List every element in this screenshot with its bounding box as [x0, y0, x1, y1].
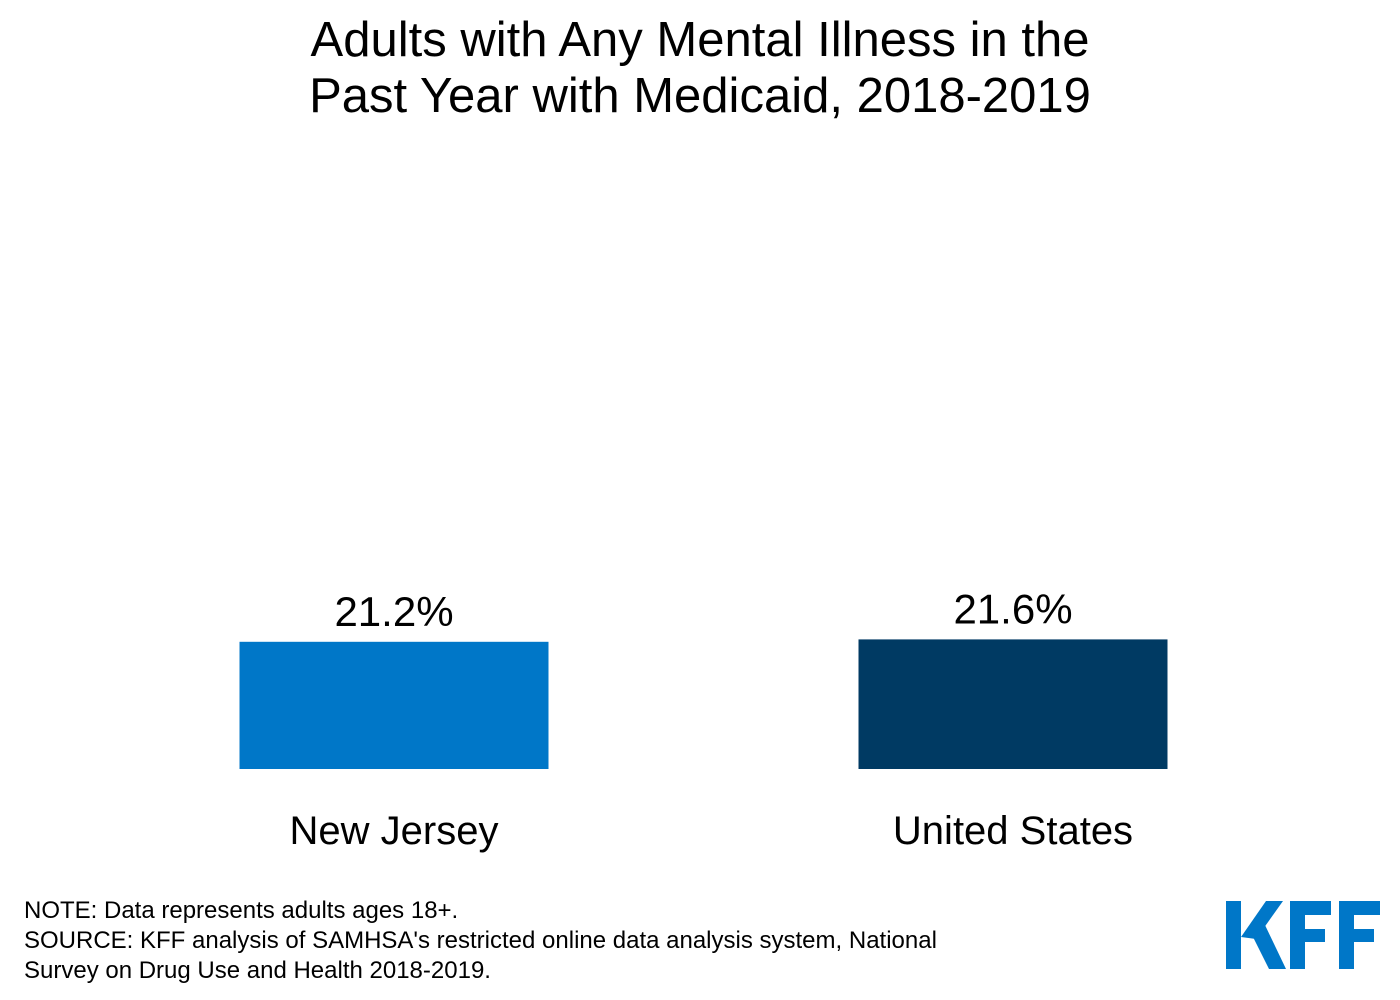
category-label-new-jersey: New Jersey	[290, 809, 499, 853]
bar-new-jersey	[239, 641, 549, 769]
source-text-line-2: Survey on Drug Use and Health 2018-2019.	[24, 957, 491, 984]
chart-title: Adults with Any Mental Illness in the Pa…	[0, 12, 1400, 124]
data-label-united-states: 21.6%	[953, 585, 1072, 632]
category-label-united-states: United States	[893, 809, 1133, 853]
data-label-new-jersey: 21.2%	[334, 588, 453, 635]
bar-united-states	[858, 639, 1168, 769]
kff-logo	[1226, 901, 1380, 969]
chart-title-line-1: Adults with Any Mental Illness in the	[310, 13, 1090, 67]
source-text-line-1: SOURCE: KFF analysis of SAMHSA's restric…	[24, 927, 937, 954]
kff-logo-glyphs	[1226, 901, 1380, 969]
note-text: NOTE: Data represents adults ages 18+.	[24, 897, 459, 924]
chart-footnote: NOTE: Data represents adults ages 18+. S…	[24, 896, 1174, 986]
chart-title-line-2: Past Year with Medicaid, 2018-2019	[309, 69, 1091, 123]
